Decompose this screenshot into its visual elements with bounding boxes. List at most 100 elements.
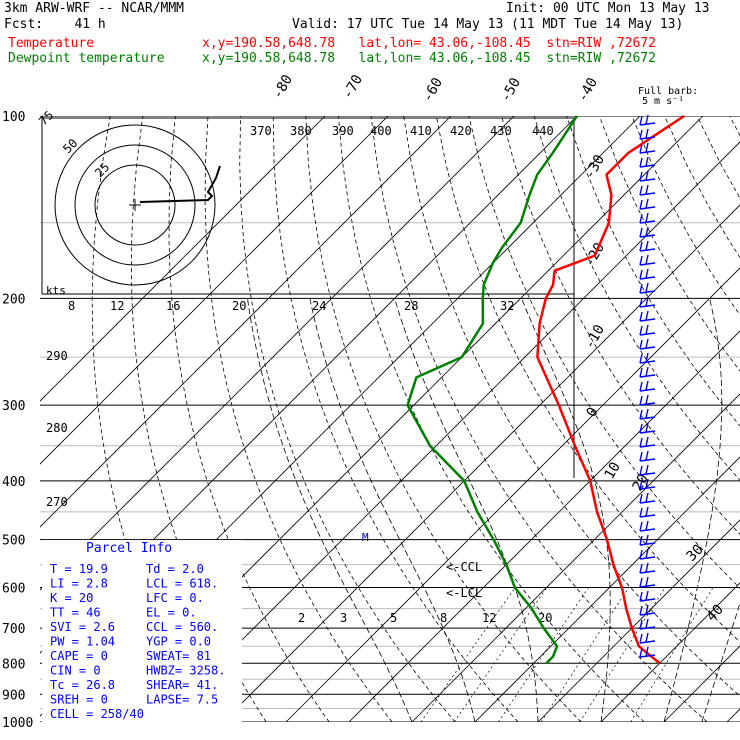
temperature-line	[536, 114, 685, 665]
theta-label: 390	[332, 124, 354, 138]
parcel-info-left: T = 19.9	[50, 562, 108, 576]
pressure-tick-label: 300	[2, 399, 25, 414]
grid-group	[40, 116, 740, 722]
wind-barb	[639, 646, 656, 658]
wind-barb	[639, 226, 656, 238]
mixing-ratio-line	[579, 587, 666, 722]
pressure-tick-label: 600	[2, 582, 25, 597]
dry-adiabat-line	[435, 116, 740, 643]
wind-barb	[639, 338, 656, 350]
wind-barb	[639, 114, 656, 126]
dry-adiabat-line	[239, 116, 456, 722]
hodograph-scale-label: 32	[500, 299, 514, 313]
dry-adiabat-line	[696, 116, 740, 200]
isotherm-label: -40	[575, 75, 602, 105]
mixing-ratio-label: 5	[390, 611, 397, 625]
dry-adiabat-line	[168, 116, 330, 722]
hodograph-ring-label: 75	[36, 108, 56, 128]
hodograph-ring	[54, 124, 216, 286]
parcel-info-right: HWBZ= 3258.	[146, 664, 225, 678]
moist-adiabat-line	[701, 601, 740, 722]
wind-barb	[639, 324, 656, 336]
dewpoint-line	[406, 115, 579, 665]
wind-barb	[639, 436, 656, 448]
pressure-tick-label: 200	[2, 292, 25, 307]
pressure-tick-label: 400	[2, 475, 25, 490]
wind-barbs	[639, 114, 656, 658]
theta-label: 270	[46, 495, 68, 509]
hodograph-scale-label: 24	[312, 299, 326, 313]
moist-adiabat-line	[309, 298, 476, 722]
wind-barb	[639, 142, 656, 154]
isotherm-label: 40	[704, 602, 727, 625]
wind-barb	[639, 590, 656, 602]
hodograph-scale-label: 8	[68, 299, 75, 313]
wind-barb	[639, 240, 656, 252]
mixing-ratio-label: 20	[538, 611, 552, 625]
wind-barb	[639, 268, 656, 280]
parcel-info-left: SVI = 2.6	[50, 620, 115, 634]
isotherm-line	[40, 116, 389, 465]
forecast-hour: Fcst: 41 h	[4, 17, 106, 32]
wind-barb	[639, 380, 656, 392]
theta-label: 410	[410, 124, 432, 138]
mixing-ratio-label: 2	[298, 611, 305, 625]
lcl-annotation: <-LCL	[446, 586, 482, 600]
barb-legend-units: 5 m s⁻¹	[642, 96, 684, 107]
hodograph-scale-label: 12	[110, 299, 124, 313]
isotherm-line	[348, 330, 740, 722]
wind-barb	[639, 506, 656, 518]
parcel-info-left: Tc = 26.8	[50, 678, 115, 692]
wind-barb	[639, 212, 656, 224]
theta-label: 280	[46, 421, 68, 435]
wind-barb	[639, 408, 656, 420]
wind-barb	[639, 450, 656, 462]
isotherm-line	[411, 393, 740, 722]
hodograph-scale-label: 20	[232, 299, 246, 313]
pressure-tick-label: 100	[2, 110, 25, 125]
isotherm-line	[537, 519, 740, 722]
wind-barb	[639, 478, 656, 490]
parcel-info-right: SHEAR= 41.	[146, 678, 218, 692]
hodograph-frame	[41, 117, 575, 295]
dry-adiabat-line	[468, 116, 740, 589]
hodograph-kts-label: kts	[46, 284, 66, 297]
pressure-tick-label: 500	[2, 534, 25, 549]
parcel-info-right: SWEAT= 81	[146, 649, 211, 663]
parcel-info-left: CIN = 0	[50, 664, 101, 678]
hodograph-scale-label: 16	[166, 299, 180, 313]
wind-barb	[639, 464, 656, 476]
valid-time: Valid: 17 UTC Tue 14 May 13 (11 MDT Tue …	[292, 17, 684, 32]
parcel-info-left: PW = 1.04	[50, 635, 115, 649]
isotherm-line	[40, 116, 452, 528]
wind-barb	[639, 548, 656, 560]
mixing-ratio-label: 12	[482, 611, 496, 625]
hodograph-ring	[94, 164, 176, 246]
theta-label: 420	[450, 124, 472, 138]
wind-barb	[639, 422, 656, 434]
wind-barb	[639, 576, 656, 588]
wind-barb	[639, 394, 656, 406]
pressure-tick-label: 700	[2, 622, 25, 637]
isotherm-line	[474, 456, 740, 722]
wind-barb	[639, 296, 656, 308]
theta-label: 430	[490, 124, 512, 138]
ccl-annotation: <-CCL	[446, 560, 482, 574]
dry-adiabat-line	[305, 116, 582, 722]
hodograph-scale-label: 28	[404, 299, 418, 313]
hodograph-ring	[74, 144, 196, 266]
parcel-info-right: LAPSE= 7.5	[146, 693, 218, 707]
parcel-info-left: SREH = 0	[50, 693, 108, 707]
parcel-info-right: LFC = 0.	[146, 591, 204, 605]
wind-barb	[639, 534, 656, 546]
wind-barb	[639, 254, 656, 266]
mixing-ratio-label: 3	[340, 611, 347, 625]
mixing-ratio-line	[420, 587, 516, 722]
parcel-info-left: LI = 2.8	[50, 577, 108, 591]
isotherm-line	[285, 267, 740, 722]
hodograph-ring-label: 25	[92, 160, 112, 180]
isotherm-label: -30	[582, 152, 609, 182]
dewpoint-legend-label: Dewpoint temperature	[8, 51, 165, 66]
temperature-location: x,y=190.58,648.78 lat,lon= 43.06,-108.45…	[202, 36, 656, 51]
isotherm-label: -80	[270, 72, 297, 102]
